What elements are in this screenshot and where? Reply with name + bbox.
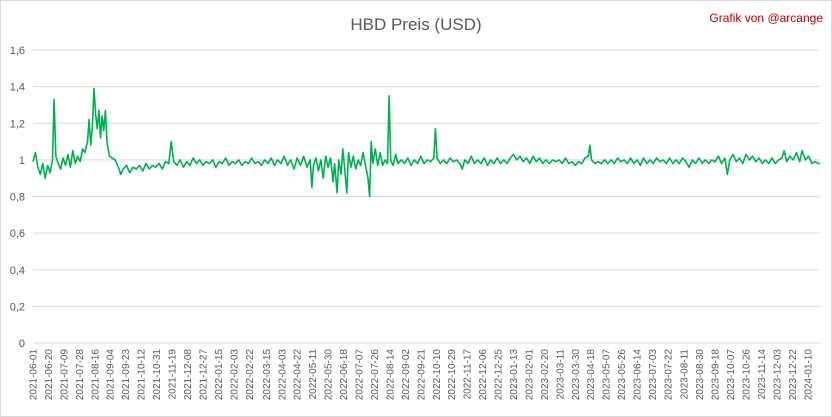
x-tick-label: 2023-01-13 [509, 349, 520, 401]
x-tick-label: 2023-12-03 [772, 349, 783, 401]
y-tick-label: 1,2 [10, 118, 25, 130]
chart-title: HBD Preis (USD) [350, 15, 481, 34]
x-tick-label: 2024-01-10 [803, 349, 814, 401]
x-tick-label: 2023-03-11 [555, 349, 566, 400]
y-tick-label: 1 [19, 155, 25, 167]
chart-credit: Grafik von @arcange [709, 11, 823, 25]
x-tick-label: 2021-06-20 [44, 349, 55, 401]
x-tick-label: 2023-05-07 [602, 349, 613, 401]
x-tick-label: 2023-07-22 [663, 349, 674, 401]
x-tick-label: 2022-09-21 [416, 349, 427, 401]
series-layer [32, 87, 820, 198]
x-tick-label: 2021-10-31 [152, 349, 163, 401]
x-tick-label: 2021-12-08 [183, 349, 194, 401]
y-tick-label: 1,6 [10, 45, 25, 57]
x-tick-label: 2023-04-18 [586, 349, 597, 401]
x-tick-label: 2022-05-30 [324, 349, 335, 401]
y-tick-label: 1,4 [10, 82, 25, 94]
x-tick-label: 2023-05-26 [617, 349, 628, 401]
x-tick-label: 2022-04-03 [277, 349, 288, 401]
x-tick-label: 2022-07-07 [355, 349, 366, 401]
x-tick-label: 2022-10-29 [447, 349, 458, 401]
x-tick-label: 2021-09-23 [121, 349, 132, 401]
x-tick-label: 2023-11-14 [757, 349, 768, 400]
x-tick-label: 2021-07-09 [59, 349, 70, 401]
x-tick-label: 2022-07-26 [370, 349, 381, 401]
x-tick-label: 2021-09-04 [106, 349, 117, 401]
x-tick-label: 2023-06-14 [633, 349, 644, 401]
x-tick-label: 2023-10-26 [742, 349, 753, 401]
y-axis-ticks: 0 0,2 0,4 0,6 0,8 1 1,2 1,4 1,6 [10, 45, 25, 350]
x-tick-label: 2023-02-01 [524, 349, 535, 401]
series-line [32, 87, 820, 198]
x-tick-label: 2023-08-11 [680, 349, 691, 400]
x-tick-label: 2023-02-20 [540, 349, 551, 401]
x-tick-label: 2022-06-18 [339, 349, 350, 401]
x-tick-label: 2022-02-03 [229, 349, 240, 401]
x-tick-label: 2022-04-22 [293, 349, 304, 401]
y-tick-label: 0,8 [10, 192, 25, 204]
x-tick-label: 2023-08-30 [695, 349, 706, 401]
x-tick-label: 2021-12-27 [198, 349, 209, 401]
x-tick-label: 2021-10-12 [137, 349, 148, 401]
x-tick-label: 2022-05-11 [308, 349, 319, 400]
x-tick-label: 2022-01-15 [214, 349, 225, 401]
x-tick-label: 2023-10-07 [726, 349, 737, 401]
y-tick-label: 0 [19, 338, 25, 350]
x-tick-label: 2021-08-16 [90, 349, 101, 401]
x-tick-label: 2022-10-10 [432, 349, 443, 401]
x-tick-label: 2023-07-03 [648, 349, 659, 401]
x-tick-label: 2022-09-02 [401, 349, 412, 401]
x-tick-label: 2022-03-15 [262, 349, 273, 401]
x-tick-label: 2021-06-01 [29, 349, 40, 401]
y-tick-label: 0,6 [10, 228, 25, 240]
gridlines [33, 49, 820, 344]
x-axis-ticks: 2021-06-01 2021-06-20 2021-07-09 2021-07-28… [29, 349, 815, 401]
x-tick-label: 2021-07-28 [75, 349, 86, 401]
y-tick-label: 0,4 [10, 265, 25, 277]
x-tick-label: 2022-02-22 [245, 349, 256, 401]
x-tick-label: 2022-11-17 [463, 349, 474, 400]
x-tick-label: 2022-12-25 [494, 349, 505, 401]
x-tick-label: 2023-12-22 [788, 349, 799, 401]
x-tick-label: 2023-09-18 [711, 349, 722, 401]
y-tick-label: 0,2 [10, 301, 25, 313]
x-tick-label: 2023-03-30 [571, 349, 582, 401]
x-tick-label: 2021-11-19 [168, 349, 179, 400]
x-tick-label: 2022-08-14 [385, 349, 396, 401]
x-tick-label: 2022-12-06 [478, 349, 489, 401]
